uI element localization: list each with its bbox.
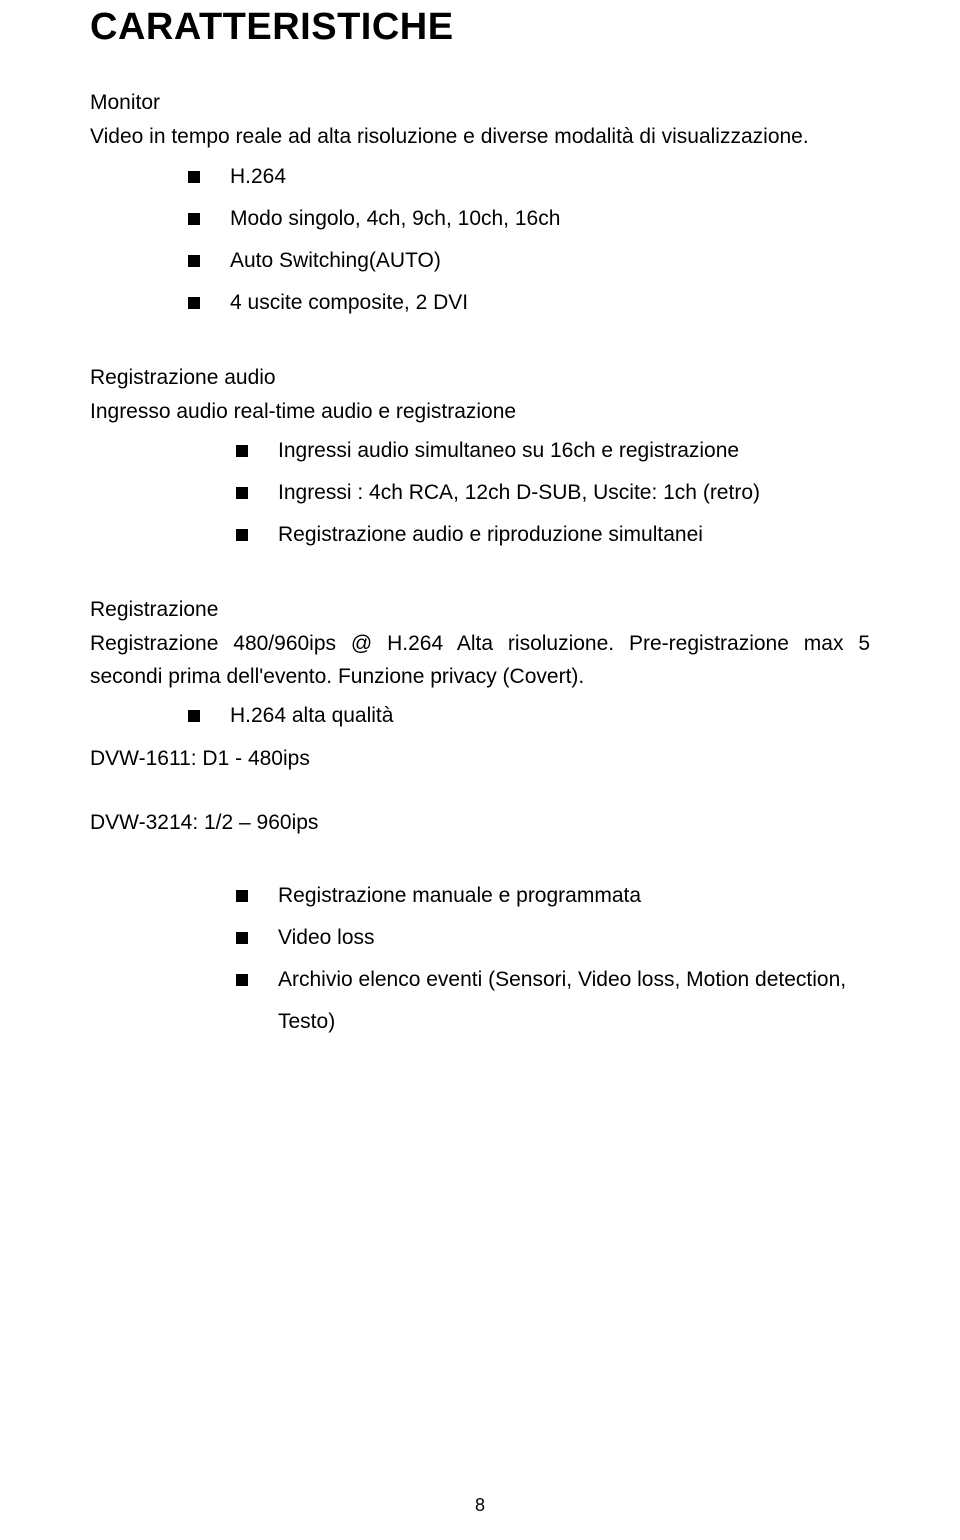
page-title: CARATTERISTICHE [90,6,870,49]
list-item-label: Registrazione manuale e programmata [278,875,641,917]
square-bullet-icon [188,213,200,225]
list-item-label: Auto Switching(AUTO) [230,240,441,282]
model-list: DVW-1611: D1 - 480ips DVW-3214: 1/2 – 96… [90,747,870,835]
list-item-label: Video loss [278,917,375,959]
list-item: Ingressi : 4ch RCA, 12ch D-SUB, Uscite: … [90,472,870,514]
square-bullet-icon [236,974,248,986]
list-item: 4 uscite composite, 2 DVI [90,282,870,324]
list-item: Video loss [90,917,870,959]
list-item-label: H.264 [230,156,286,198]
list-item: Archivio elenco eventi (Sensori, Video l… [90,959,870,1043]
section-heading-monitor: Monitor [90,91,870,115]
list-item: Ingressi audio simultaneo su 16ch e regi… [90,430,870,472]
list-item-label: Ingressi audio simultaneo su 16ch e regi… [278,430,739,472]
list-item: Registrazione audio e riproduzione simul… [90,514,870,556]
model-line: DVW-3214: 1/2 – 960ips [90,811,870,835]
section-reg: Registrazione Registrazione 480/960ips @… [90,598,870,1043]
square-bullet-icon [236,529,248,541]
list-item-label: Registrazione audio e riproduzione simul… [278,514,703,556]
list-item-label: Ingressi : 4ch RCA, 12ch D-SUB, Uscite: … [278,472,760,514]
square-bullet-icon [236,932,248,944]
square-bullet-icon [236,487,248,499]
document-page: CARATTERISTICHE Monitor Video in tempo r… [0,6,960,1540]
monitor-intro: Video in tempo reale ad alta risoluzione… [90,121,870,154]
square-bullet-icon [188,255,200,267]
square-bullet-icon [188,171,200,183]
square-bullet-icon [188,297,200,309]
reg-intro: Registrazione 480/960ips @ H.264 Alta ri… [90,628,870,693]
reg-audio-intro: Ingresso audio real-time audio e registr… [90,396,870,429]
section-heading-reg-audio: Registrazione audio [90,366,870,390]
section-heading-reg: Registrazione [90,598,870,622]
list-item: Auto Switching(AUTO) [90,240,870,282]
section-reg-audio: Registrazione audio Ingresso audio real-… [90,366,870,557]
list-item: Registrazione manuale e programmata [90,875,870,917]
model-line: DVW-1611: D1 - 480ips [90,747,870,771]
list-item: Modo singolo, 4ch, 9ch, 10ch, 16ch [90,198,870,240]
square-bullet-icon [188,710,200,722]
page-number: 8 [0,1495,960,1516]
list-item: H.264 alta qualità [90,695,870,737]
list-item-label: 4 uscite composite, 2 DVI [230,282,468,324]
list-item-label: H.264 alta qualità [230,695,393,737]
square-bullet-icon [236,445,248,457]
section-monitor: Monitor Video in tempo reale ad alta ris… [90,91,870,324]
list-item-label: Archivio elenco eventi (Sensori, Video l… [278,959,870,1043]
list-item-label: Modo singolo, 4ch, 9ch, 10ch, 16ch [230,198,560,240]
square-bullet-icon [236,890,248,902]
list-item: H.264 [90,156,870,198]
